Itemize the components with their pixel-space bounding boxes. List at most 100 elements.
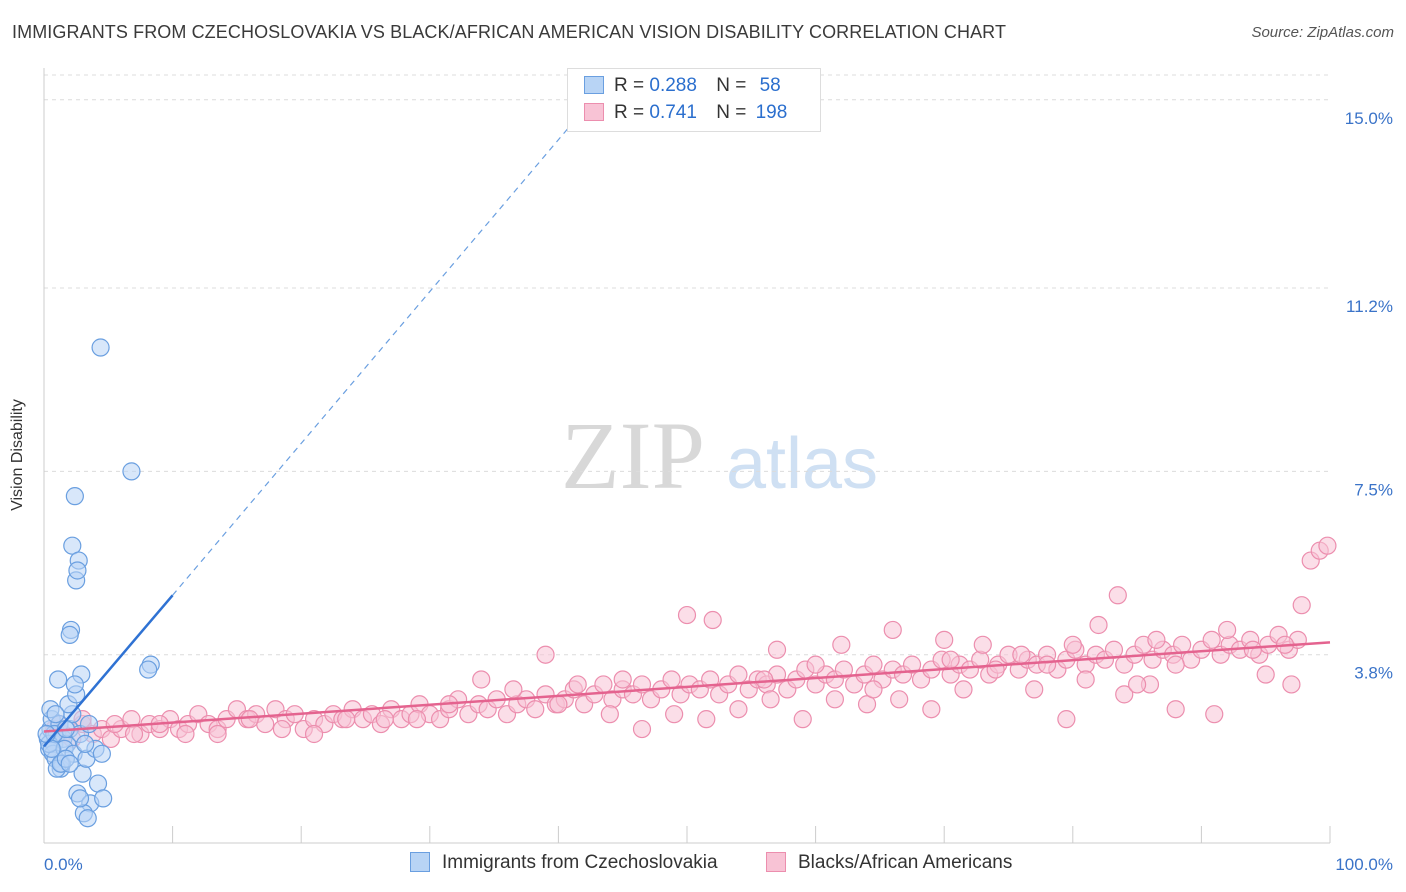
y-tick-label: 15.0% (1345, 109, 1393, 128)
blue-point (37, 724, 56, 744)
pink-point (504, 680, 523, 699)
pink-point (864, 655, 883, 674)
pink-point (337, 710, 356, 729)
blue-point (68, 561, 87, 580)
pink-point (922, 700, 941, 719)
pink-point (832, 635, 851, 654)
pink-point (662, 670, 681, 689)
pink-point (1127, 675, 1147, 694)
pink-point (761, 690, 780, 709)
pink-point (124, 724, 144, 744)
pink-point (834, 660, 853, 679)
legend-item-black-african-americans[interactable]: Blacks/African Americans (766, 852, 1012, 874)
pink-point (1057, 710, 1076, 729)
blue-point (94, 789, 113, 808)
blue-point (92, 744, 111, 763)
pink-point (1282, 675, 1301, 694)
pink-point (935, 630, 954, 649)
r-value: 0.741 (649, 102, 697, 123)
pink-point (1147, 630, 1166, 649)
legend-pink-swatch-icon (766, 852, 786, 872)
blue-point (65, 675, 84, 694)
pink-point (1076, 670, 1095, 689)
blue-point (76, 734, 95, 754)
stats-row-blue: R = 0.288 N = 58 (584, 75, 781, 97)
pink-point (864, 680, 883, 699)
blue-point (139, 660, 158, 679)
pink-point (729, 665, 748, 684)
pink-point (755, 670, 774, 689)
pink-swatch-icon (584, 103, 604, 121)
pink-point (1256, 665, 1275, 684)
pink-point (701, 670, 720, 689)
pink-point (304, 724, 324, 744)
pink-point (767, 640, 787, 659)
pink-point (1205, 705, 1224, 724)
blue-point (46, 705, 65, 724)
blue-swatch-icon (584, 76, 604, 94)
blue-point (78, 809, 97, 828)
n-label: N = (716, 75, 747, 96)
n-label: N = (716, 102, 747, 123)
pink-point (1108, 586, 1127, 605)
chart-title: IMMIGRANTS FROM CZECHOSLOVAKIA VS BLACK/… (12, 22, 1007, 42)
pink-point (536, 645, 555, 664)
pink-point (240, 710, 259, 729)
watermark-atlas: atlas (726, 424, 878, 504)
pink-point (1025, 680, 1044, 699)
pink-point (176, 724, 195, 744)
x-tick-label: 100.0% (1335, 855, 1393, 874)
pink-point (526, 700, 545, 719)
pink-point (272, 719, 292, 739)
pink-point (902, 655, 922, 674)
stats-box: R = 0.288 N = 58 R = 0.741 N = 198 (567, 68, 821, 132)
n-value: 58 (759, 75, 781, 96)
r-label: R = (614, 75, 645, 96)
blue-trend-line (43, 594, 174, 748)
pink-point (729, 700, 748, 719)
x-tick-label: 0.0% (44, 855, 83, 874)
legend-label: Immigrants from Czechoslovakia (442, 852, 718, 873)
pink-point (697, 710, 716, 729)
pink-point (941, 650, 960, 669)
pink-point (1173, 635, 1192, 654)
pink-point (375, 710, 394, 729)
r-label: R = (614, 102, 645, 123)
pink-point (105, 714, 124, 734)
pink-point (208, 724, 227, 744)
pink-point (1012, 645, 1031, 664)
pink-point (613, 670, 632, 689)
y-tick-label: 3.8% (1354, 664, 1393, 683)
pink-point (665, 705, 684, 724)
legend-item-czechoslovakia[interactable]: Immigrants from Czechoslovakia (410, 852, 718, 874)
pink-point (600, 705, 619, 724)
y-tick-label: 7.5% (1354, 480, 1393, 499)
blue-point (91, 338, 110, 357)
pink-point (594, 675, 613, 694)
blue-point (65, 487, 84, 506)
blue-trend-extension (172, 124, 572, 596)
pink-point (568, 675, 587, 694)
pink-point (806, 655, 825, 674)
watermark-zip: ZIP (561, 402, 705, 509)
pink-point (986, 660, 1005, 679)
r-value: 0.288 (649, 75, 697, 96)
y-tick-label: 11.2% (1346, 297, 1393, 316)
pink-point (1063, 635, 1082, 654)
legend-label: Blacks/African Americans (798, 852, 1013, 873)
pink-point (1166, 655, 1185, 674)
stats-row-pink: R = 0.741 N = 198 (584, 102, 787, 124)
pink-point (1292, 596, 1311, 615)
blue-point (60, 625, 79, 644)
pink-point (677, 605, 697, 625)
pink-point (1166, 700, 1185, 719)
pink-point (1218, 620, 1237, 640)
blue-point (60, 754, 79, 773)
pink-point (883, 620, 902, 640)
pink-point (793, 710, 812, 729)
pink-point (1202, 630, 1221, 649)
n-value: 198 (755, 102, 788, 123)
pink-point (407, 710, 427, 729)
pink-point (825, 690, 844, 709)
